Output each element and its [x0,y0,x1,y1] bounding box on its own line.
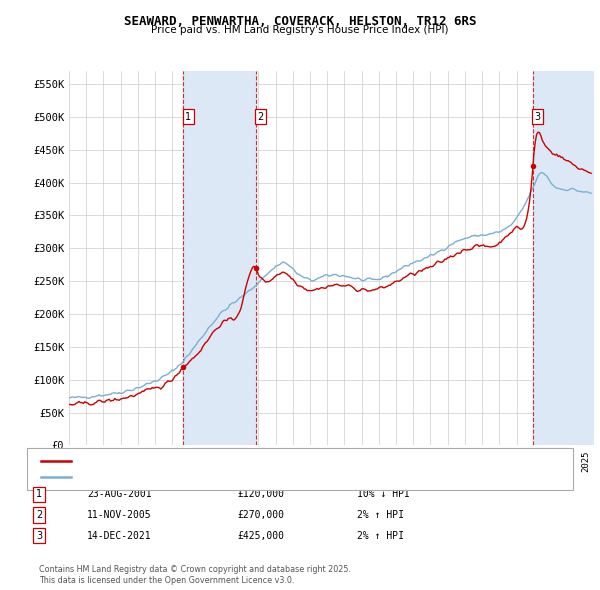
Text: 2% ↑ HPI: 2% ↑ HPI [357,531,404,540]
Text: SEAWARD, PENWARTHA, COVERACK, HELSTON, TR12 6RS: SEAWARD, PENWARTHA, COVERACK, HELSTON, T… [124,15,476,28]
Bar [184,71,256,445]
Text: 2: 2 [258,112,264,122]
Text: 10% ↓ HPI: 10% ↓ HPI [357,490,410,499]
Text: 3: 3 [535,112,541,122]
Text: 1: 1 [185,112,191,122]
Text: 14-DEC-2021: 14-DEC-2021 [87,531,152,540]
Text: Contains HM Land Registry data © Crown copyright and database right 2025.
This d: Contains HM Land Registry data © Crown c… [39,565,351,585]
Text: Price paid vs. HM Land Registry's House Price Index (HPI): Price paid vs. HM Land Registry's House … [151,25,449,35]
Text: 23-AUG-2001: 23-AUG-2001 [87,490,152,499]
Text: £270,000: £270,000 [237,510,284,520]
Text: 2: 2 [36,510,42,520]
Text: £120,000: £120,000 [237,490,284,499]
Text: SEAWARD, PENWARTHA, COVERACK, HELSTON, TR12 6RS (detached house): SEAWARD, PENWARTHA, COVERACK, HELSTON, T… [76,457,416,466]
Text: 11-NOV-2005: 11-NOV-2005 [87,510,152,520]
Text: HPI: Average price, detached house, Cornwall: HPI: Average price, detached house, Corn… [76,473,282,481]
Text: £425,000: £425,000 [237,531,284,540]
Text: 3: 3 [36,531,42,540]
Text: 1: 1 [36,490,42,499]
Bar [533,71,594,445]
Text: 2% ↑ HPI: 2% ↑ HPI [357,510,404,520]
